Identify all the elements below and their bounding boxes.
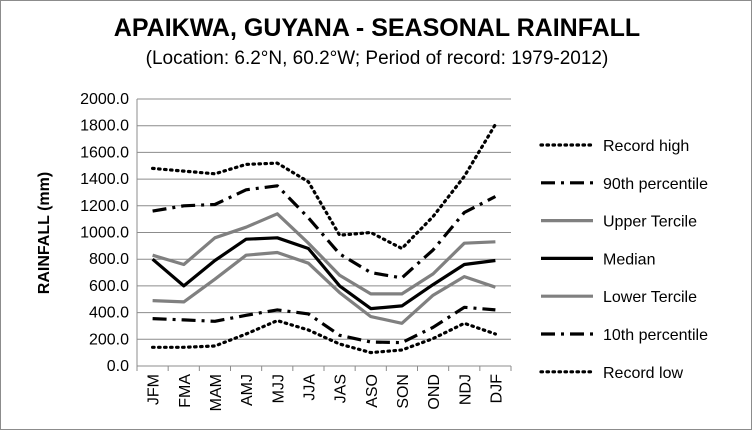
series-line-90th-percentile — [152, 184, 497, 280]
x-tick-label: JJA — [301, 374, 318, 401]
legend-entry: Upper Tercile — [603, 214, 697, 231]
y-tick-label: 1200.0 — [80, 198, 129, 215]
series-line-record-high — [151, 122, 497, 251]
chart-title: APAIKWA, GUYANA - SEASONAL RAINFALL — [114, 14, 640, 42]
x-tick-label: JAS — [333, 374, 350, 403]
y-tick-label: 400.0 — [89, 305, 129, 322]
series-line-median — [151, 236, 496, 311]
legend-entry: Lower Tercile — [603, 289, 697, 306]
x-tick-label: AMJ — [239, 374, 256, 406]
x-tick-label: MJJ — [270, 374, 287, 403]
x-tick-label: FMA — [177, 374, 194, 408]
x-tick-label: DJF — [488, 374, 505, 404]
y-tick-label: 200.0 — [89, 331, 129, 348]
series-line-record-low — [151, 319, 497, 355]
legend-entry: Median — [603, 251, 655, 268]
legend-entry: 90th percentile — [603, 176, 708, 193]
legend: Record high 90th percentile Upper Tercile M… — [539, 138, 708, 382]
y-tick-label: 1800.0 — [80, 118, 129, 135]
y-tick-label: 1600.0 — [80, 144, 129, 161]
x-tick-label: JFM — [146, 374, 163, 405]
x-tick-label: ASO — [364, 374, 381, 408]
x-tick-label: SON — [395, 374, 412, 409]
legend-entry: 10th percentile — [603, 327, 708, 344]
legend-entry: Record low — [603, 365, 683, 382]
series-line-10th-percentile — [152, 305, 496, 345]
y-tick-label: 0.0 — [107, 358, 129, 375]
y-tick-label: 1400.0 — [80, 171, 129, 188]
y-tick-label: 2000.0 — [80, 91, 129, 108]
chart-subtitle: (Location: 6.2°N, 60.2°W; Period of reco… — [146, 48, 609, 69]
y-tick-label: 600.0 — [89, 278, 129, 295]
y-tick-label: 1000.0 — [80, 225, 129, 242]
y-axis-label: RAINFALL (mm) — [36, 172, 53, 294]
legend-entry: Record high — [603, 138, 689, 155]
series-line-lower-tercile — [152, 250, 496, 325]
series-lines — [151, 122, 497, 355]
axes: 0.0 200.0 400.0 600.0 800.0 1000.0 1200.0 1400.… — [80, 91, 512, 411]
x-tick-label: MAM — [208, 374, 225, 411]
x-tick-label: OND — [426, 374, 443, 410]
y-tick-label: 800.0 — [89, 251, 129, 268]
x-tick-label: NDJ — [457, 374, 474, 405]
series-line-upper-tercile — [152, 212, 496, 296]
